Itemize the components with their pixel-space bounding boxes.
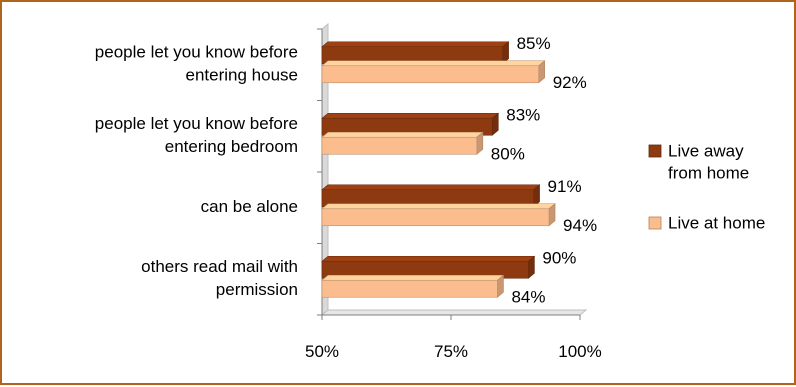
x-tick-label: 100% — [558, 342, 601, 361]
data-label: 80% — [491, 145, 525, 164]
category-label: entering bedroom — [165, 137, 298, 156]
bar-top-face — [321, 274, 505, 281]
x-tick-label: 75% — [434, 342, 468, 361]
legend-swatch — [648, 216, 662, 230]
bar — [321, 208, 550, 227]
bar-top-face — [321, 255, 536, 262]
category-label: people let you know before — [95, 114, 298, 133]
data-label: 85% — [517, 34, 551, 53]
data-label: 90% — [542, 249, 576, 268]
x-tick-label: 50% — [305, 342, 339, 361]
bar — [321, 136, 478, 155]
plot-floor — [320, 309, 588, 316]
data-label: 84% — [511, 288, 545, 307]
legend-label: from home — [668, 163, 749, 182]
legend-label: Live away — [668, 141, 744, 160]
category-label: entering house — [186, 66, 298, 85]
category-label: others read mail with — [141, 257, 298, 276]
legend-swatch — [648, 144, 662, 158]
data-label: 83% — [506, 106, 540, 125]
bar — [321, 279, 498, 298]
category-label: can be alone — [201, 197, 298, 216]
bar-top-face — [321, 131, 484, 138]
category-label: permission — [216, 280, 298, 299]
bar-top-face — [321, 184, 541, 191]
data-label: 91% — [548, 177, 582, 196]
bar-top-face — [321, 203, 556, 210]
category-label: people let you know before — [95, 43, 298, 62]
bar-top-face — [321, 60, 546, 67]
legend-label: Live at home — [668, 213, 765, 232]
bar — [321, 65, 540, 84]
data-label: 94% — [563, 216, 597, 235]
bar-top-face — [321, 112, 500, 119]
data-label: 92% — [553, 73, 587, 92]
bar-top-face — [321, 41, 510, 48]
